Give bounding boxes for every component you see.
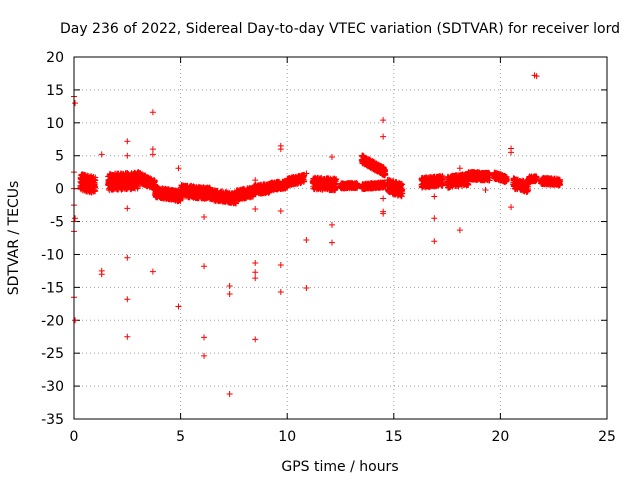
x-tick-label: 10 [278, 429, 296, 445]
y-tick-label: -30 [41, 379, 64, 395]
y-tick-label: -15 [41, 280, 64, 296]
x-tick-label: 20 [491, 429, 509, 445]
y-tick-label: 10 [46, 116, 64, 132]
y-tick-label: 0 [55, 182, 64, 198]
y-tick-label: -20 [41, 313, 64, 329]
cluster-point [399, 181, 406, 188]
x-tick-label: 5 [176, 429, 185, 445]
cluster-point [134, 183, 141, 190]
x-tick-label: 15 [385, 429, 403, 445]
y-tick-label: 20 [46, 50, 64, 66]
cluster-point [333, 176, 340, 183]
y-tick-label: 15 [46, 83, 64, 99]
y-tick-label: 5 [55, 149, 64, 165]
chart-title: Day 236 of 2022, Sidereal Day-to-day VTE… [60, 21, 620, 37]
y-tick-label: -5 [50, 215, 64, 231]
x-tick-label: 25 [598, 429, 616, 445]
y-tick-label: -25 [41, 346, 64, 362]
y-tick-label: -10 [41, 247, 64, 263]
grid-lines [74, 57, 607, 419]
cluster-point [301, 178, 308, 185]
cluster-point [92, 174, 99, 181]
x-tick-label: 0 [70, 429, 79, 445]
axis-ticks: 0 5 10 15 20 25 -35 -30 -25 -20 -15 -10 -5 0 5 10 15 20 [41, 50, 616, 445]
cluster-point [382, 171, 389, 178]
cluster-point [399, 190, 406, 197]
cluster-point [92, 188, 99, 195]
y-tick-label: -35 [41, 412, 64, 428]
data-points [71, 72, 564, 397]
cluster-point [177, 197, 184, 204]
